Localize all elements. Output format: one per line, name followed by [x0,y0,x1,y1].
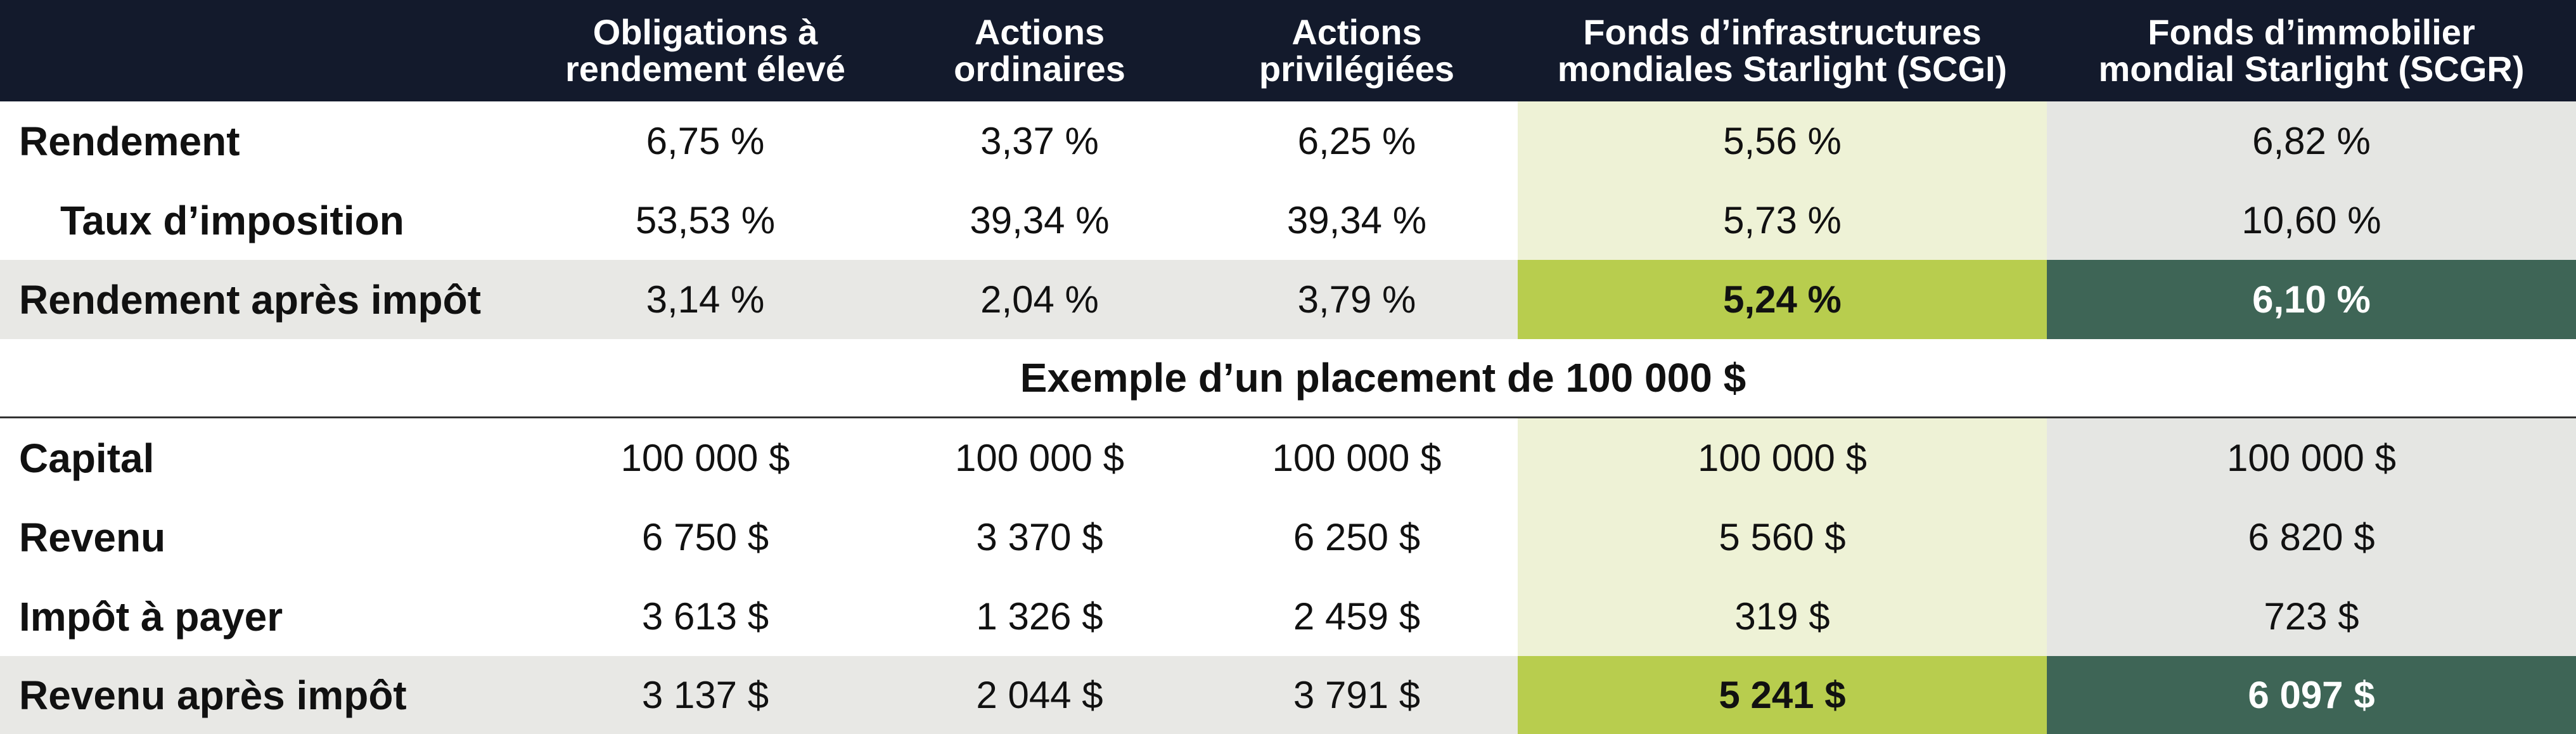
table-cell: 100 000 $ [1272,437,1442,479]
section-title-row: Exemple d’un placement de 100 000 $ [0,339,2576,418]
row-label: Taux d’imposition [60,197,404,243]
table-cell: 3,37 % [980,120,1099,162]
header-scgi-fund: Fonds d’infrastructures mondiales Starli… [1557,12,2008,89]
table-header: Obligations à rendement élevé Actions or… [0,0,2576,101]
table-cell: 2 044 $ [976,674,1103,716]
highlight-cell: 6 097 $ [2047,656,2576,734]
table-cell: 100 000 $ [955,437,1124,479]
table-cell: 100 000 $ [2047,418,2576,498]
header-scgr-fund: Fonds d’immobilier mondial Starlight (SC… [2098,12,2525,89]
table-cell: 10,60 % [2047,181,2576,260]
row-label: Impôt à payer [19,593,283,640]
table-cell: 1 326 $ [976,595,1103,638]
row-label: Rendement [19,118,240,164]
row-label: Capital [19,435,155,481]
table-cell: 6,25 % [1297,120,1416,162]
table-cell: 723 $ [2047,577,2576,656]
table-cell: 100 000 $ [1518,418,2047,498]
table-cell: 6,75 % [646,120,765,162]
table-cell: 6 820 $ [2047,498,2576,577]
header-high-yield-bonds: Obligations à rendement élevé [565,12,845,89]
table-row-capital: Capital 100 000 $ 100 000 $ 100 000 $ 10… [0,418,2576,498]
highlight-cell: 6,10 % [2047,260,2576,339]
table-cell: 3,14 % [646,278,765,321]
table-row-tax-rate: Taux d’imposition 53,53 % 39,34 % 39,34 … [0,181,2576,260]
table-cell: 3 791 $ [1293,674,1421,716]
header-preferred-shares: Actions privilégiées [1259,12,1455,89]
table-row-after-tax-income: Revenu après impôt 3 137 $ 2 044 $ 3 791… [0,656,2576,734]
table-cell: 319 $ [1518,577,2047,656]
table-cell: 3 613 $ [641,595,769,638]
table-cell: 5,56 % [1518,101,2047,181]
table-row-yield: Rendement 6,75 % 3,37 % 6,25 % 5,56 % 6,… [0,101,2576,181]
row-label: Revenu après impôt [19,672,407,718]
table-cell: 2,04 % [980,278,1099,321]
table-cell: 39,34 % [1286,199,1427,241]
table-row-income: Revenu 6 750 $ 3 370 $ 6 250 $ 5 560 $ 6… [0,498,2576,577]
table-cell: 3,79 % [1297,278,1416,321]
table-row-tax-payable: Impôt à payer 3 613 $ 1 326 $ 2 459 $ 31… [0,577,2576,656]
row-label: Revenu [19,514,166,560]
table-cell: 5,73 % [1518,181,2047,260]
highlight-cell: 5 241 $ [1518,656,2047,734]
table-cell: 5 560 $ [1518,498,2047,577]
table-cell: 6 750 $ [641,516,769,558]
table-cell: 53,53 % [635,199,776,241]
header-common-shares: Actions ordinaires [954,12,1125,89]
header-empty-cell [0,0,527,101]
table-cell: 3 137 $ [641,674,769,716]
table-cell: 2 459 $ [1293,595,1421,638]
table-cell: 39,34 % [970,199,1110,241]
section-title: Exemple d’un placement de 100 000 $ [1020,355,1746,401]
table-cell: 6 250 $ [1293,516,1421,558]
table-cell: 6,82 % [2047,101,2576,181]
table-row-after-tax-yield: Rendement après impôt 3,14 % 2,04 % 3,79… [0,260,2576,339]
table-cell: 100 000 $ [620,437,790,479]
table-cell: 3 370 $ [976,516,1103,558]
highlight-cell: 5,24 % [1518,260,2047,339]
row-label: Rendement après impôt [19,276,482,323]
